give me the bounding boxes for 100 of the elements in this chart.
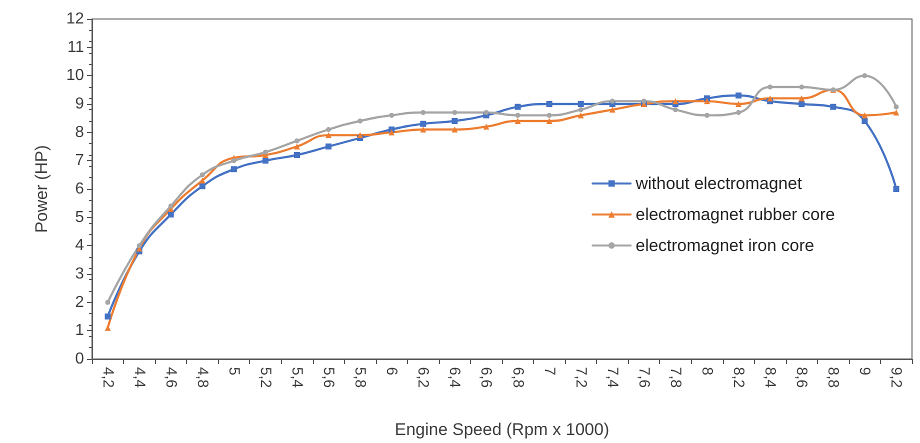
y-tick-label: 6	[75, 180, 84, 198]
point	[199, 178, 206, 184]
x-tick-label: 6,2	[414, 367, 432, 388]
point	[641, 98, 646, 104]
x-tick-label: 5	[225, 367, 242, 376]
x-tick-label: 7,4	[604, 367, 621, 388]
x-tick-label: 8,6	[793, 367, 810, 388]
x-tick-label: 5,4	[288, 367, 306, 388]
point	[515, 112, 520, 118]
y-tick-label: 5	[75, 208, 84, 226]
legend-label: electromagnet rubber core	[636, 205, 836, 224]
point	[452, 118, 458, 124]
point	[893, 110, 900, 116]
point	[484, 110, 489, 115]
point	[420, 120, 426, 127]
x-tick-label: 4,4	[130, 367, 148, 388]
point	[168, 212, 174, 218]
x-tick-label: 6,8	[509, 367, 526, 388]
x-tick-label: 5,6	[320, 367, 338, 388]
point	[672, 98, 678, 104]
x-tick-label: 6,4	[446, 367, 464, 388]
x-tick-label: 6	[383, 367, 400, 376]
y-tick-label: 0	[75, 350, 84, 368]
point	[830, 104, 836, 110]
legend-label: electromagnet iron core	[636, 236, 814, 255]
point	[736, 110, 742, 115]
point	[230, 166, 237, 172]
point	[799, 84, 804, 90]
x-tick-label: 5,8	[352, 367, 369, 388]
point	[452, 110, 458, 115]
y-tick-label: 4	[75, 237, 84, 254]
point	[452, 126, 458, 132]
y-tick-label: 10	[66, 67, 84, 84]
point	[546, 101, 552, 107]
point	[736, 92, 742, 98]
point	[578, 107, 584, 112]
point	[168, 204, 174, 208]
point	[483, 124, 490, 130]
x-tick-label: 9	[856, 367, 874, 376]
point	[105, 300, 110, 305]
point	[388, 129, 395, 136]
point	[514, 118, 521, 124]
point	[704, 112, 710, 118]
point	[672, 107, 678, 112]
x-tick-label: 5,2	[256, 367, 274, 388]
y-tick-label: 2	[75, 294, 84, 311]
y-tick-label: 12	[66, 10, 84, 28]
point	[326, 144, 332, 150]
x-axis-title: Engine Speed (Rpm x 1000)	[394, 420, 610, 439]
point	[358, 118, 363, 124]
y-tick-label: 8	[75, 124, 84, 141]
x-tick-label: 7,6	[635, 367, 652, 388]
point	[798, 95, 805, 102]
point	[798, 101, 805, 107]
point	[862, 118, 868, 124]
point	[578, 101, 584, 107]
point	[610, 98, 615, 104]
y-tick-label: 9	[75, 96, 84, 112]
point	[894, 104, 899, 110]
y-tick-label: 3	[75, 266, 84, 282]
y-tick-label: 11	[67, 38, 84, 56]
point	[736, 101, 742, 107]
x-tick-label: 8,4	[762, 367, 779, 388]
y-tick-label: 1	[75, 322, 84, 340]
x-tick-label: 8,2	[730, 367, 748, 388]
y-tick-label: 7	[75, 152, 84, 170]
point	[609, 106, 616, 113]
point	[104, 314, 111, 320]
point	[420, 110, 426, 115]
point	[326, 132, 332, 138]
x-tick-label: 4,8	[194, 367, 211, 388]
point	[200, 172, 205, 178]
y-axis-title: Power (HP)	[32, 145, 51, 233]
point	[578, 112, 584, 118]
point	[294, 152, 300, 158]
point	[136, 243, 142, 248]
x-tick-label: 7,2	[572, 367, 590, 388]
point	[420, 126, 426, 132]
point	[514, 104, 521, 110]
point	[231, 158, 236, 164]
point	[546, 118, 552, 124]
x-tick-label: 7	[540, 367, 558, 376]
point	[546, 112, 552, 118]
point	[294, 144, 300, 150]
x-tick-label: 8	[698, 367, 716, 376]
point	[768, 84, 773, 90]
x-tick-label: 7,8	[666, 367, 684, 388]
point	[294, 138, 300, 144]
point	[326, 127, 332, 132]
x-tick-label: 6,6	[478, 367, 495, 388]
x-tick-label: 4,2	[99, 367, 116, 388]
point	[389, 112, 394, 118]
x-tick-label: 4,6	[162, 367, 180, 388]
point	[893, 186, 900, 192]
point	[862, 73, 868, 78]
point	[199, 183, 206, 190]
point	[262, 150, 268, 155]
point	[704, 98, 710, 104]
point	[262, 158, 268, 164]
point	[357, 132, 364, 138]
